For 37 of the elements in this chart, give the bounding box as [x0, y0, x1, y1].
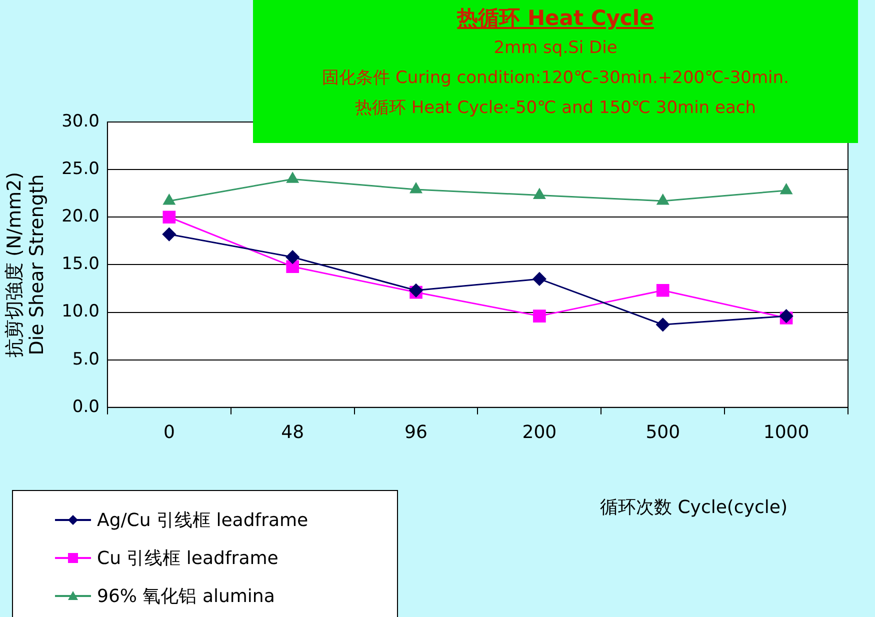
y-tick-label: 25.0 — [62, 158, 100, 179]
text: 固化条件 Curing condition:120℃-30min.+200℃-30min. — [321, 67, 790, 90]
x-tick-label: 500 — [646, 422, 680, 443]
point — [286, 260, 299, 274]
y-axis-title: 抗剪切強度 (N/mm2) Die Shear Strength — [3, 172, 48, 358]
y-tick-label: 20.0 — [62, 206, 100, 227]
x-tick-label: 96 — [404, 422, 428, 443]
legend-label: Ag/Cu 引线框 leadframe — [97, 509, 308, 532]
y-tick-label: 10.0 — [62, 302, 100, 322]
point — [656, 194, 669, 205]
legend-label: 96% 氧化铝 alumina — [97, 585, 275, 608]
point — [286, 172, 299, 183]
point — [656, 318, 670, 332]
x-tick-label: 0 — [163, 422, 175, 443]
point — [410, 182, 422, 194]
chart-subtitle: 2mm sq.Si Die — [492, 37, 618, 60]
point — [532, 272, 546, 286]
chart-title: 热循环 Heat Cycle — [456, 5, 655, 32]
y-tick-label: 15.0 — [62, 254, 100, 274]
x-axis-title: 循环次数 Cycle(cycle) — [600, 496, 788, 519]
point — [163, 194, 176, 205]
point — [533, 310, 546, 322]
point — [533, 188, 546, 200]
text: 热循环 Heat Cycle:-50℃ and 150℃ 30min each — [354, 97, 757, 120]
point — [162, 210, 176, 224]
point — [162, 228, 176, 242]
y-tick-label: 5.0 — [72, 349, 100, 370]
y-tick-label: 0.0 — [72, 396, 100, 417]
x-tick-label: 1000 — [763, 422, 810, 443]
legend-label: Cu 引线框 leadframe — [97, 547, 278, 570]
x-tick-label: 200 — [522, 422, 557, 443]
point — [286, 250, 300, 264]
point — [780, 184, 792, 194]
point — [656, 284, 670, 297]
y-tick-label: 30.0 — [62, 111, 100, 132]
x-tick-label: 48 — [281, 422, 304, 443]
point — [780, 309, 794, 323]
